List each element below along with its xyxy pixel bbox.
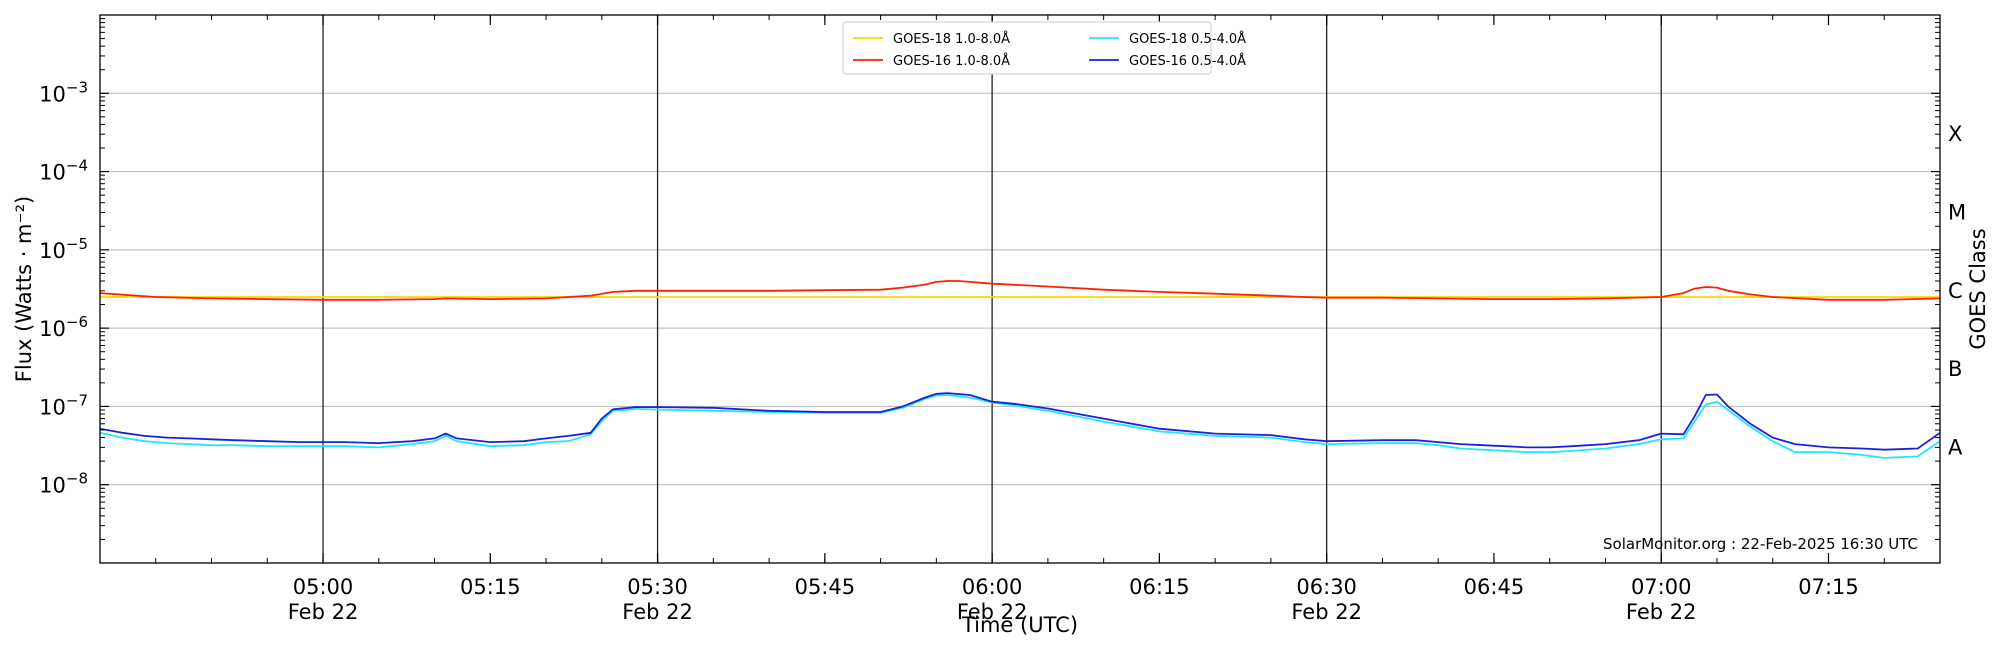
goes-class-label: C <box>1948 279 1963 303</box>
plot-frame <box>99 14 1941 564</box>
grid-layer <box>100 92 1940 486</box>
credit-text: SolarMonitor.org : 22-Feb-2025 16:30 UTC <box>1603 535 1918 553</box>
series-line <box>99 394 1941 459</box>
y-tick-label: 10−7 <box>39 391 88 419</box>
legend-label: GOES-16 0.5-4.0Å <box>1129 53 1246 69</box>
x-tick-label: 05:45 <box>795 575 856 599</box>
y-tick-label: 10−6 <box>39 313 88 341</box>
y-tick-label: 10−3 <box>39 78 88 106</box>
series-line <box>99 280 1941 301</box>
y-tick-label: 10−4 <box>39 157 88 185</box>
x-tick-date-label: Feb 22 <box>622 600 693 624</box>
y-axis-title: Flux (Watts · m⁻²) <box>12 196 36 382</box>
series-line <box>99 392 1941 451</box>
legend-label: GOES-18 1.0-8.0Å <box>893 31 1010 47</box>
goes-class-label: A <box>1948 435 1963 459</box>
y-tick-label: 10−5 <box>39 235 88 263</box>
goes-class-labels: X M C B A <box>1948 122 1966 459</box>
x-tick-label: 07:00 <box>1631 575 1692 599</box>
legend: GOES-18 1.0-8.0Å GOES-18 0.5-4.0Å GOES-16 … <box>842 21 1246 75</box>
x-tick-label: 06:30 <box>1296 575 1357 599</box>
vertical-marker-lines <box>322 15 1662 563</box>
y-tick-label: 10−8 <box>39 470 88 498</box>
legend-box <box>842 21 1212 75</box>
legend-label: GOES-16 1.0-8.0Å <box>893 53 1010 69</box>
x-tick-date-label: Feb 22 <box>1626 600 1697 624</box>
goes-class-label: X <box>1948 122 1962 146</box>
x-tick-label: 07:15 <box>1798 575 1859 599</box>
x-tick-label: 05:30 <box>627 575 688 599</box>
legend-label: GOES-18 0.5-4.0Å <box>1129 31 1246 47</box>
goes-class-axis-title: GOES Class <box>1966 228 1990 349</box>
x-axis-title: Time (UTC) <box>961 613 1078 637</box>
x-tick-label: 05:15 <box>460 575 521 599</box>
x-tick-label: 06:45 <box>1464 575 1525 599</box>
x-tick-date-label: Feb 22 <box>957 600 1028 624</box>
series-layer <box>99 280 1941 459</box>
x-tick-label: 05:00 <box>293 575 354 599</box>
goes-class-label: M <box>1948 201 1966 225</box>
goes-class-label: B <box>1948 357 1962 381</box>
x-tick-label: 06:15 <box>1129 575 1190 599</box>
x-tick-date-label: Feb 22 <box>288 600 359 624</box>
x-tick-label: 06:00 <box>962 575 1023 599</box>
x-tick-date-label: Feb 22 <box>1291 600 1362 624</box>
